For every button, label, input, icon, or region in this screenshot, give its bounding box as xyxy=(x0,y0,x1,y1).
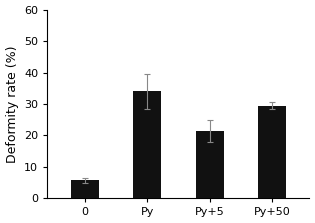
Bar xyxy=(196,131,224,198)
Bar xyxy=(71,180,99,198)
Bar xyxy=(133,91,161,198)
Bar xyxy=(258,105,286,198)
Y-axis label: Deformity rate (%): Deformity rate (%) xyxy=(6,45,19,163)
